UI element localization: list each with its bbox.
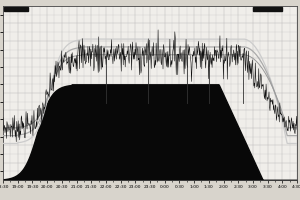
Bar	[253, 7, 282, 11]
Bar	[4, 7, 28, 11]
